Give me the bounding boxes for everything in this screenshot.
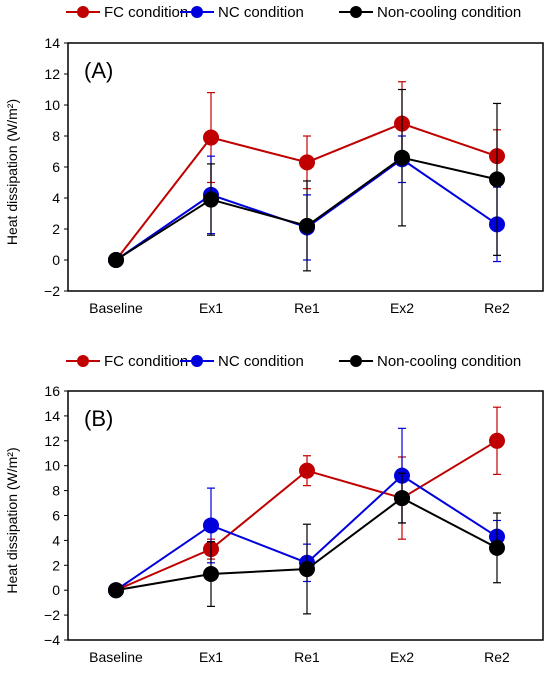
x-tick-label: Ex2 (390, 300, 414, 316)
legend-item: FC condition (66, 353, 188, 370)
data-point (394, 149, 410, 166)
data-point (489, 432, 505, 449)
legend-label: NC condition (218, 4, 304, 21)
plot-frame (67, 390, 544, 641)
y-tick-label: 4 (52, 532, 60, 548)
data-point (203, 191, 219, 208)
y-tick-label: 2 (52, 221, 60, 237)
x-tick-label: Re1 (294, 300, 320, 316)
data-point (394, 490, 410, 507)
x-axis: Baseline Ex1 Re1 Ex2 Re2 (89, 300, 510, 316)
y-tick-label: 8 (52, 483, 60, 499)
legend-swatch-marker (77, 6, 89, 18)
data-point (108, 252, 124, 268)
y-tick-label: 14 (44, 408, 60, 424)
y-axis: −2 0 2 4 6 8 10 12 14 (44, 35, 68, 299)
legend-item: Non-cooling condition (339, 4, 521, 21)
data-point (489, 171, 505, 188)
legend-label: NC condition (218, 353, 304, 370)
legend-swatch-marker (77, 355, 89, 367)
y-tick-label: 16 (44, 383, 60, 399)
y-tick-label: 2 (52, 557, 60, 573)
x-axis: Baseline Ex1 Re1 Ex2 Re2 (89, 649, 510, 665)
legend: FC condition NC condition Non-cooling cond… (66, 4, 521, 21)
x-tick-label: Ex2 (390, 649, 414, 665)
y-tick-label: 0 (52, 252, 60, 268)
x-tick-label: Ex1 (199, 300, 223, 316)
y-tick-label: 14 (44, 35, 60, 51)
data-point (299, 462, 315, 479)
y-tick-label: 4 (52, 190, 60, 206)
y-tick-label: 6 (52, 508, 60, 524)
legend-swatch-marker (191, 6, 203, 18)
panel-a: FC condition NC condition Non-cooling cond… (4, 4, 544, 316)
data-point (203, 129, 219, 146)
x-tick-label: Re2 (484, 300, 510, 316)
data-point (203, 517, 219, 534)
x-tick-label: Re1 (294, 649, 320, 665)
y-tick-label: 6 (52, 159, 60, 175)
legend-item: NC condition (180, 353, 304, 370)
x-tick-label: Re2 (484, 649, 510, 665)
legend-swatch-marker (191, 355, 203, 367)
legend: FC condition NC condition Non-cooling cond… (66, 353, 521, 370)
y-axis-label: Heat dissipation (W/m²) (4, 99, 20, 245)
data-point (299, 217, 315, 234)
data-point (203, 566, 219, 583)
data-point (299, 154, 315, 171)
legend-swatch-marker (350, 355, 362, 367)
data-point (108, 582, 124, 599)
legend-item: Non-cooling condition (339, 353, 521, 370)
data-point (299, 561, 315, 578)
y-tick-label: 8 (52, 128, 60, 144)
y-axis-label: Heat dissipation (W/m²) (4, 447, 20, 593)
panel-label: (A) (84, 58, 113, 83)
legend-label: Non-cooling condition (377, 4, 521, 21)
y-axis: −4 −2 0 2 4 6 8 10 12 14 16 (44, 383, 68, 648)
legend-label: FC condition (104, 353, 188, 370)
y-tick-label: 10 (44, 458, 60, 474)
y-tick-label: 10 (44, 97, 60, 113)
series (108, 88, 505, 272)
y-tick-label: −4 (44, 632, 60, 648)
y-tick-label: 12 (44, 66, 60, 82)
legend-swatch-marker (350, 6, 362, 18)
panel-label: (B) (84, 406, 113, 431)
legend-item: FC condition (66, 4, 188, 21)
data-point (489, 539, 505, 556)
y-tick-label: 0 (52, 582, 60, 598)
y-tick-label: −2 (44, 607, 60, 623)
x-tick-label: Baseline (89, 300, 143, 316)
y-tick-label: −2 (44, 283, 60, 299)
x-tick-label: Baseline (89, 649, 143, 665)
panel-b: FC condition NC condition Non-cooling cond… (4, 353, 544, 665)
legend-label: FC condition (104, 4, 188, 21)
x-tick-label: Ex1 (199, 649, 223, 665)
y-tick-label: 12 (44, 433, 60, 449)
legend-label: Non-cooling condition (377, 353, 521, 370)
series (108, 472, 505, 615)
legend-item: NC condition (180, 4, 304, 21)
